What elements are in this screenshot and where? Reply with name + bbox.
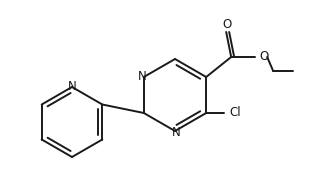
Text: N: N (172, 126, 180, 139)
Text: N: N (68, 80, 76, 93)
Text: N: N (137, 69, 146, 82)
Text: O: O (223, 18, 232, 31)
Text: O: O (259, 50, 268, 63)
Text: Cl: Cl (229, 107, 241, 120)
